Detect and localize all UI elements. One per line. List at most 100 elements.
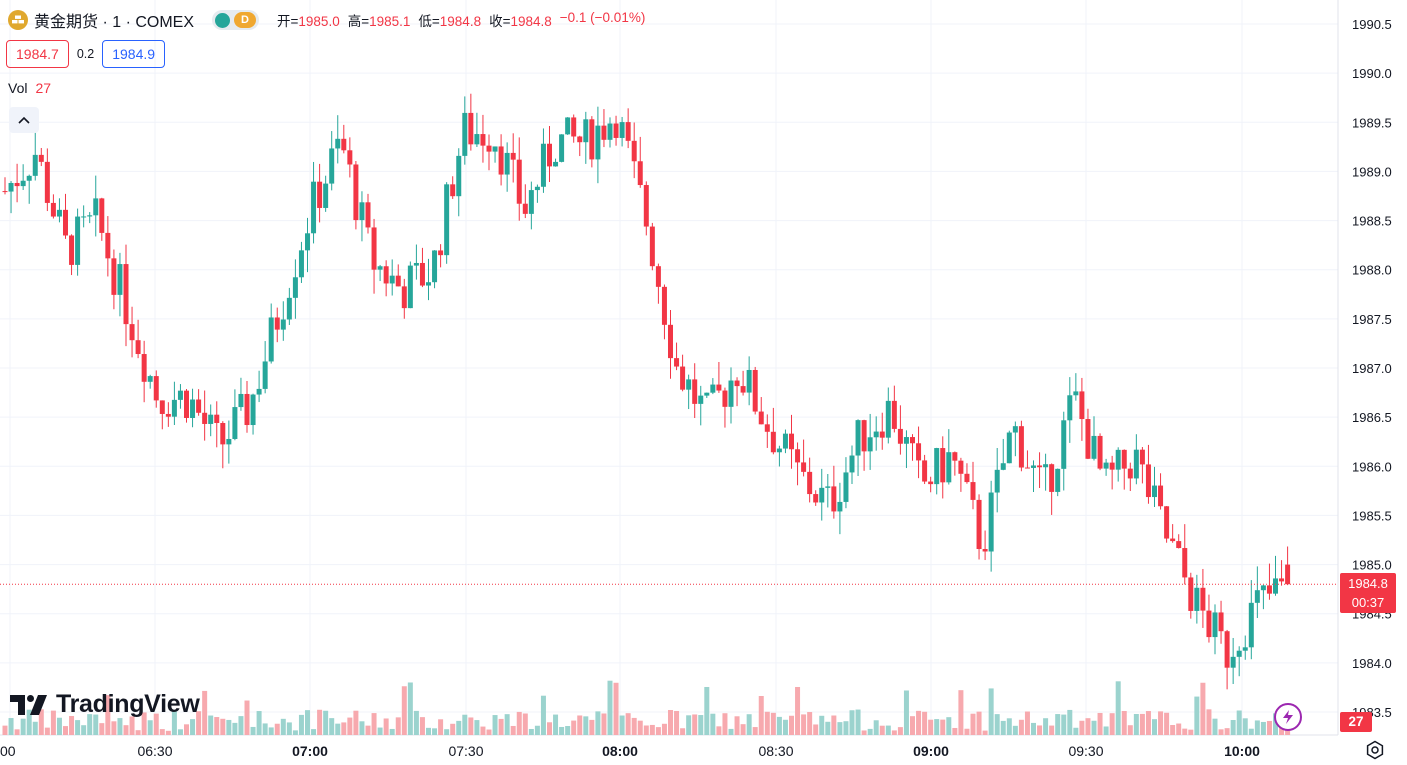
candle-body — [649, 226, 655, 267]
volume-bar — [171, 710, 177, 735]
price-axis[interactable]: 1990.5 1990.0 1989.5 1989.0 1988.5 1988.0 1987… — [1352, 17, 1392, 720]
candle-body — [885, 400, 891, 438]
candle-body — [873, 431, 879, 438]
volume-label: Vol — [8, 80, 28, 96]
volume-bar — [147, 720, 153, 735]
bar-countdown: 00:37 — [1351, 595, 1385, 610]
volume-bar — [395, 717, 401, 735]
volume-bar — [1242, 718, 1248, 735]
candle-body — [256, 388, 262, 395]
volume-bar — [1073, 727, 1079, 735]
volume-bar — [2, 725, 8, 735]
candle-body — [274, 317, 280, 330]
volume-bar — [38, 709, 44, 735]
volume-bar — [559, 726, 565, 735]
volume-bar — [1031, 722, 1036, 735]
candle-body — [516, 159, 522, 204]
volume-bar — [1091, 720, 1097, 735]
candle-body — [26, 175, 32, 181]
volume-bar — [686, 715, 692, 735]
market-status-badges[interactable]: D — [212, 10, 260, 30]
candle-body — [976, 499, 982, 550]
ask-price-button[interactable]: 1984.9 — [102, 40, 166, 68]
candle-body — [577, 136, 583, 143]
volume-bar — [970, 713, 976, 735]
candle-body — [625, 122, 631, 141]
candle-body — [776, 448, 782, 453]
time-axis[interactable]: 00 06:30 07:00 07:30 08:00 08:30 09:00 09:30 10:… — [0, 743, 1260, 759]
bid-ask-panel: 1984.7 0.2 1984.9 — [6, 39, 166, 69]
volume-bar — [601, 713, 607, 735]
volume-bar — [329, 718, 335, 735]
volume-bars — [2, 680, 1291, 735]
bid-price-button[interactable]: 1984.7 — [6, 40, 69, 68]
candle-body — [196, 399, 202, 413]
time-tick-label: 07:30 — [448, 743, 483, 759]
collapse-legend-button[interactable] — [9, 107, 39, 133]
candle-body — [426, 282, 431, 286]
candle-body — [99, 198, 105, 233]
volume-bar — [238, 716, 244, 735]
candle-body — [165, 413, 171, 417]
volume-bar — [492, 715, 498, 735]
candle-body — [504, 152, 510, 175]
candle-body — [728, 380, 734, 407]
symbol-title[interactable]: 黄金期货 · 1 · COMEX — [34, 14, 195, 31]
time-tick-label: 10:00 — [1224, 743, 1260, 759]
volume-bar — [964, 728, 970, 735]
volume-bar — [698, 715, 704, 735]
candle-body — [1170, 538, 1176, 542]
volume-bar — [419, 717, 425, 735]
lightning-bolt-button[interactable] — [1274, 703, 1302, 731]
gold-coin-icon[interactable] — [8, 10, 28, 30]
candle-body — [1254, 590, 1260, 603]
candle-body — [1176, 541, 1182, 549]
candle-body — [56, 209, 62, 217]
price-tick-label: 1984.0 — [1352, 656, 1392, 671]
candle-body — [1164, 506, 1170, 539]
volume-bar — [776, 716, 782, 735]
volume-bar — [661, 723, 667, 735]
volume-bar — [1152, 719, 1157, 735]
candle-body — [1158, 485, 1164, 507]
candle-body — [565, 117, 571, 135]
candle-body — [268, 317, 274, 362]
volume-bar — [649, 724, 655, 735]
volume-bar — [141, 712, 147, 735]
chart-settings-button[interactable] — [1364, 739, 1386, 761]
candle-body — [583, 119, 589, 143]
candle-body — [1055, 468, 1061, 492]
candle-body — [335, 138, 341, 149]
volume-bar — [359, 721, 365, 735]
candle-body — [353, 164, 359, 221]
volume-legend[interactable]: Vol 27 — [8, 80, 51, 96]
price-tick-label: 1988.0 — [1352, 263, 1392, 278]
volume-bar — [577, 715, 583, 735]
volume-bar — [613, 682, 619, 735]
volume-bar — [958, 690, 964, 735]
candlesticks[interactable] — [2, 93, 1291, 690]
candle-body — [32, 154, 38, 176]
candle-body — [643, 185, 649, 227]
candle-body — [432, 250, 438, 283]
volume-bar — [105, 695, 111, 735]
volume-bar — [770, 712, 776, 735]
price-tick-label: 1988.5 — [1352, 214, 1392, 229]
brand-name: TradingView — [56, 690, 200, 718]
volume-bar — [129, 716, 135, 735]
volume-bar — [680, 728, 686, 735]
tradingview-logo[interactable]: TradingView — [10, 690, 200, 719]
candle-body — [171, 399, 177, 417]
candle-body — [1012, 426, 1018, 433]
price-tick-label: 1987.5 — [1352, 312, 1392, 327]
price-tick-label: 1985.5 — [1352, 508, 1392, 523]
volume-bar — [1224, 728, 1230, 735]
volume-bar — [1145, 711, 1151, 735]
volume-bar — [347, 717, 353, 735]
volume-bar — [849, 710, 855, 735]
candle-body — [553, 161, 559, 167]
volume-bar — [208, 715, 214, 735]
candle-body — [1073, 391, 1079, 396]
volume-bar — [280, 718, 286, 735]
